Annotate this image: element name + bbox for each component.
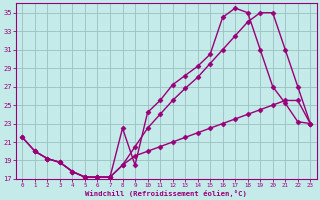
X-axis label: Windchill (Refroidissement éolien,°C): Windchill (Refroidissement éolien,°C) (85, 190, 247, 197)
